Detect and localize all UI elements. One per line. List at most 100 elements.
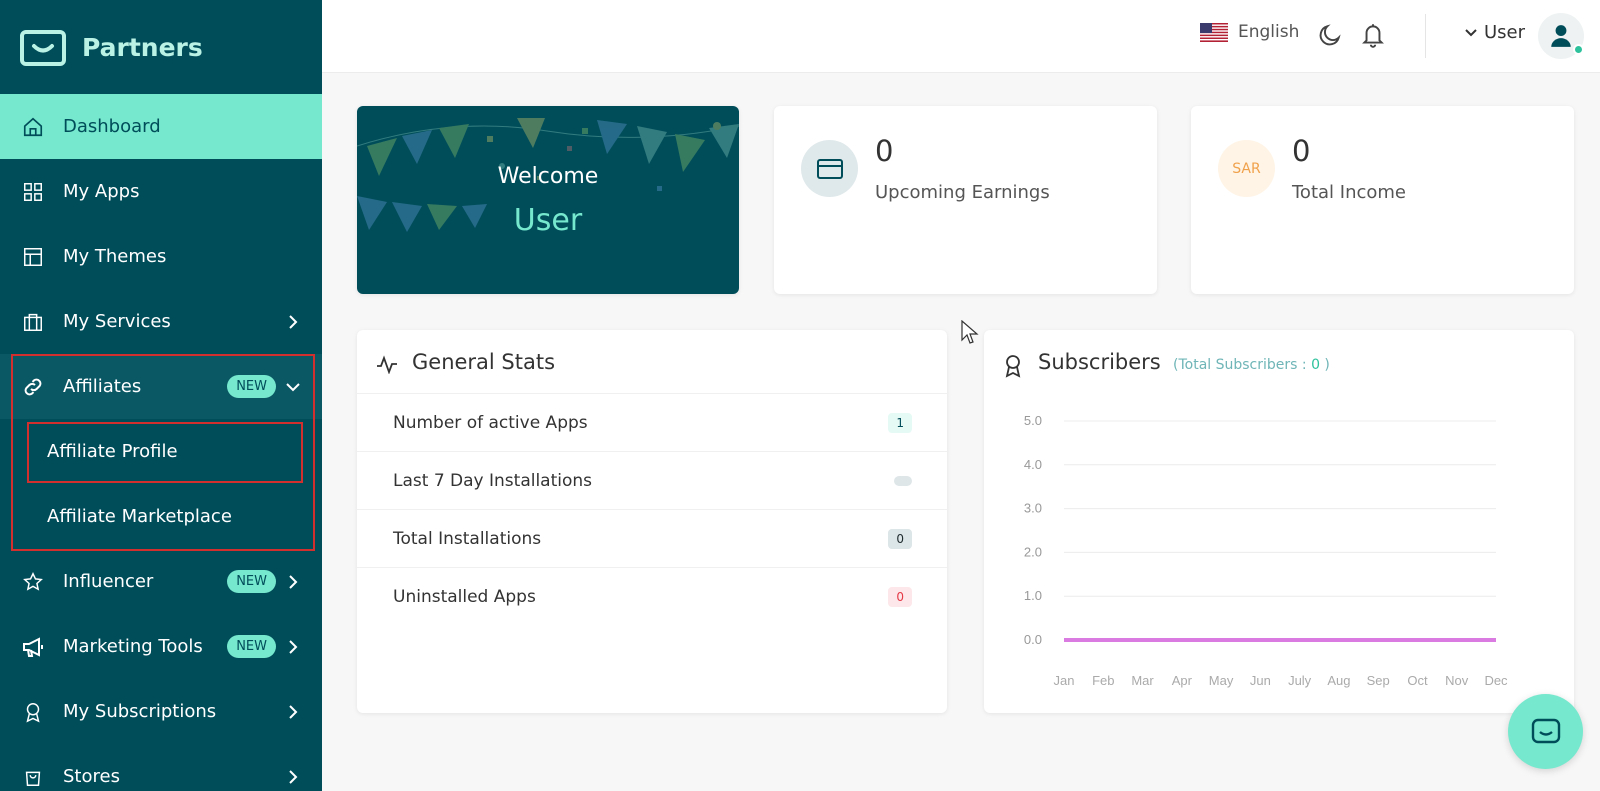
welcome-card: Welcome User bbox=[357, 106, 739, 294]
total-subscribers-note: (Total Subscribers : 0 ) bbox=[1173, 357, 1330, 373]
y-tick-label: 0.0 bbox=[1024, 632, 1042, 647]
upcoming-earnings-label: Upcoming Earnings bbox=[875, 182, 1050, 203]
activity-icon bbox=[377, 355, 397, 374]
y-tick-label: 4.0 bbox=[1024, 457, 1042, 472]
y-tick-label: 5.0 bbox=[1024, 413, 1042, 428]
total-income-card: SAR 0 Total Income bbox=[1191, 106, 1574, 294]
x-tick-label: Dec bbox=[1484, 673, 1508, 688]
sidebar-item-label: Dashboard bbox=[63, 116, 161, 137]
total-income-value: 0 bbox=[1292, 134, 1311, 168]
x-tick-label: May bbox=[1209, 673, 1234, 688]
sidebar-item-my-services[interactable]: My Services bbox=[0, 289, 322, 354]
x-tick-label: Apr bbox=[1172, 673, 1193, 688]
total-subscribers-value: 0 bbox=[1311, 357, 1320, 373]
welcome-greeting: Welcome bbox=[497, 164, 599, 189]
chevron-right-icon bbox=[286, 769, 300, 784]
user-menu[interactable]: User bbox=[1464, 22, 1525, 43]
sidebar-item-affiliates[interactable]: Affiliates NEW bbox=[0, 354, 322, 419]
x-tick-label: Aug bbox=[1327, 673, 1350, 688]
topbar-divider bbox=[1425, 14, 1426, 58]
sidebar-item-marketing-tools[interactable]: Marketing Tools NEW bbox=[0, 614, 322, 679]
online-status-dot bbox=[1573, 44, 1584, 55]
sidebar-item-dashboard[interactable]: Dashboard bbox=[0, 94, 322, 159]
y-tick-label: 2.0 bbox=[1024, 544, 1042, 559]
x-tick-label: Jan bbox=[1054, 673, 1075, 688]
x-tick-label: Oct bbox=[1407, 673, 1428, 688]
mouse-cursor-icon bbox=[961, 320, 979, 344]
layout-icon bbox=[21, 245, 45, 269]
y-tick-label: 1.0 bbox=[1024, 588, 1042, 603]
x-tick-label: Jun bbox=[1250, 673, 1271, 688]
stat-label: Uninstalled Apps bbox=[393, 586, 536, 607]
x-tick-label: Mar bbox=[1131, 673, 1154, 688]
sidebar-item-my-apps[interactable]: My Apps bbox=[0, 159, 322, 224]
link-icon bbox=[21, 375, 45, 399]
sidebar-item-label: My Apps bbox=[63, 181, 140, 202]
sidebar-item-label: My Themes bbox=[63, 246, 167, 267]
x-tick-label: Sep bbox=[1367, 673, 1390, 688]
stat-value-badge bbox=[894, 475, 912, 486]
sidebar-item-my-themes[interactable]: My Themes bbox=[0, 224, 322, 289]
upcoming-earnings-value: 0 bbox=[875, 134, 894, 168]
chat-support-button[interactable] bbox=[1508, 694, 1583, 769]
megaphone-icon bbox=[21, 635, 45, 659]
topbar: English User bbox=[322, 0, 1600, 73]
new-badge: NEW bbox=[227, 375, 276, 398]
avatar[interactable] bbox=[1538, 13, 1584, 59]
list-item: Uninstalled Apps 0 bbox=[357, 567, 947, 625]
new-badge: NEW bbox=[227, 570, 276, 593]
us-flag-icon bbox=[1200, 22, 1228, 42]
chevron-right-icon bbox=[286, 639, 300, 654]
list-item: Number of active Apps 1 bbox=[357, 393, 947, 451]
x-tick-label: Feb bbox=[1092, 673, 1114, 688]
sidebar-item-label: Influencer bbox=[63, 571, 154, 592]
general-stats-card: General Stats Number of active Apps 1 La… bbox=[357, 330, 947, 713]
general-stats-list: Number of active Apps 1 Last 7 Day Insta… bbox=[357, 393, 947, 625]
chevron-down-icon bbox=[286, 380, 300, 394]
chevron-right-icon bbox=[286, 704, 300, 719]
stat-label: Last 7 Day Installations bbox=[393, 470, 593, 491]
sidebar-item-my-subscriptions[interactable]: My Subscriptions bbox=[0, 679, 322, 744]
sidebar-item-label: Stores bbox=[63, 766, 120, 787]
stat-value-badge: 0 bbox=[888, 528, 912, 549]
sidebar-subitem-affiliate-marketplace[interactable]: Affiliate Marketplace bbox=[47, 506, 232, 527]
sar-currency-icon: SAR bbox=[1218, 140, 1275, 197]
subscribers-card: Subscribers (Total Subscribers : 0 ) 5.0… bbox=[984, 330, 1574, 713]
list-item: Total Installations 0 bbox=[357, 509, 947, 567]
stat-label: Total Installations bbox=[393, 528, 542, 549]
x-tick-label: Nov bbox=[1445, 673, 1469, 688]
dark-mode-toggle-moon-icon[interactable] bbox=[1317, 22, 1343, 48]
sidebar-item-label: My Services bbox=[63, 311, 171, 332]
x-tick-label: July bbox=[1288, 673, 1312, 688]
bag-icon bbox=[21, 765, 45, 789]
total-income-label: Total Income bbox=[1292, 182, 1406, 203]
sidebar-item-stores[interactable]: Stores bbox=[0, 744, 322, 791]
upcoming-earnings-card: 0 Upcoming Earnings bbox=[774, 106, 1157, 294]
brand[interactable]: Partners bbox=[0, 0, 322, 94]
sidebar-item-label: Marketing Tools bbox=[63, 636, 203, 657]
confetti-banner-decoration bbox=[357, 118, 739, 232]
notification-bell-icon[interactable] bbox=[1360, 21, 1386, 49]
sidebar-item-influencer[interactable]: Influencer NEW bbox=[0, 549, 322, 614]
sidebar: Partners Dashboard My Apps My Themes My … bbox=[0, 0, 322, 791]
sidebar-subitem-affiliate-profile[interactable]: Affiliate Profile bbox=[47, 441, 178, 462]
chat-icon bbox=[1531, 718, 1560, 743]
award-icon bbox=[21, 700, 45, 724]
user-icon bbox=[1551, 25, 1571, 47]
list-item: Last 7 Day Installations bbox=[357, 451, 947, 509]
chevron-down-icon bbox=[1465, 28, 1477, 36]
note-suffix: ) bbox=[1319, 357, 1330, 373]
home-icon bbox=[21, 115, 45, 139]
language-selector[interactable]: English bbox=[1200, 22, 1299, 42]
welcome-username: User bbox=[513, 203, 583, 238]
award-icon bbox=[1005, 355, 1021, 378]
grid-icon bbox=[21, 180, 45, 204]
sidebar-item-label: My Subscriptions bbox=[63, 701, 217, 722]
credit-card-icon bbox=[801, 140, 858, 197]
y-tick-label: 3.0 bbox=[1024, 501, 1042, 516]
partners-logo-icon bbox=[20, 30, 66, 66]
general-stats-title: General Stats bbox=[412, 350, 556, 374]
brand-name: Partners bbox=[82, 32, 203, 62]
briefcase-icon bbox=[21, 310, 45, 334]
stat-label: Number of active Apps bbox=[393, 412, 588, 433]
